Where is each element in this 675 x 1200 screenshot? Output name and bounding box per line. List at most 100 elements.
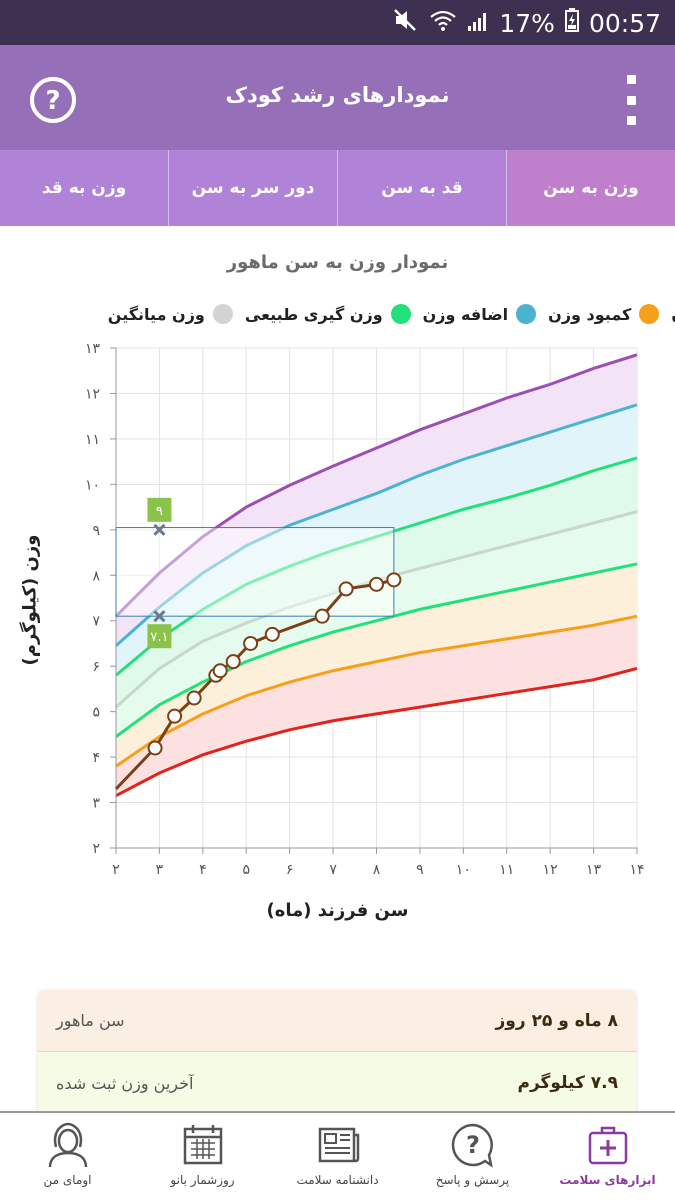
nav-label: دانشنامه سلامت: [296, 1173, 379, 1187]
x-tick-label: ۳: [156, 862, 164, 878]
legend-item-overweight[interactable]: اضافه وزن: [423, 304, 537, 324]
tab-head-for-age[interactable]: دور سر به سن: [168, 150, 337, 226]
percentile-curve: [115, 456, 638, 677]
y-tick-label: ۱۲: [85, 386, 100, 402]
x-tick-label: ۷: [329, 862, 337, 878]
legend-item-underweight[interactable]: کمبود وزن: [548, 304, 660, 324]
target-range-box: [115, 527, 395, 617]
bottom-navigation: ابزارهای سلامت ? پرسش و پاسخ دانشنامه سل…: [0, 1111, 675, 1200]
status-bar: 17% 00:57: [0, 0, 675, 45]
x-axis-label: سن فرزند (ماه): [266, 900, 409, 921]
range-label: ۹: [156, 504, 163, 519]
mute-icon: [393, 8, 419, 38]
battery-icon: [564, 8, 579, 38]
child-weight-point: [314, 608, 330, 624]
legend-dot: [390, 304, 411, 324]
child-weight-point: [186, 690, 202, 706]
x-tick-label: ۹: [416, 862, 424, 878]
y-tick-label: ۱۰: [85, 477, 100, 493]
weight-row: آخرین وزن ثبت شده ۷.۹ کیلوگرم: [38, 1052, 636, 1114]
child-weight-point: [167, 708, 183, 724]
percentile-band: [116, 354, 637, 646]
svg-text:?: ?: [45, 86, 60, 116]
age-label: سن ماهور: [56, 1011, 125, 1030]
app-bar: ? نمودارهای رشد کودک: [0, 45, 675, 150]
x-tick-label: ۱۱: [499, 862, 514, 878]
percentile-curve: [115, 403, 638, 647]
newspaper-icon: [318, 1127, 359, 1163]
woman-avatar-icon: [48, 1122, 87, 1168]
x-tick-label: ۲: [112, 862, 120, 878]
child-weight-point: [386, 572, 402, 588]
y-tick-label: ۶: [92, 659, 100, 675]
x-tick-label: ۴: [199, 862, 207, 878]
tab-height-for-age[interactable]: قد به سن: [337, 150, 506, 226]
legend-label: اضافه وزن: [422, 304, 509, 324]
child-weight-point: [212, 663, 228, 679]
more-vert-icon: [626, 75, 636, 84]
weight-value: ۷.۹ کیلوگرم: [517, 1073, 618, 1093]
tab-weight-for-height[interactable]: وزن به قد: [0, 150, 168, 226]
nav-label: پرسش و پاسخ: [435, 1173, 510, 1187]
x-tick-label: ۶: [286, 862, 294, 878]
nav-label: ابزارهای سلامت: [559, 1173, 656, 1187]
medical-kit-icon: [588, 1126, 627, 1165]
legend-item-normal[interactable]: وزن گیری طبیعی: [245, 304, 411, 324]
y-tick-label: ۹: [92, 523, 100, 539]
percentile-curve: [115, 614, 638, 768]
legend-dot: [639, 304, 660, 324]
legend-dot: [516, 304, 537, 324]
age-row: سن ماهور ۸ ماه و ۲۵ روز: [38, 990, 636, 1052]
wifi-icon: [429, 9, 457, 38]
page-title: نمودارهای رشد کودک: [225, 83, 450, 107]
percentile-curve: [115, 562, 638, 738]
x-tick-label: ۸: [373, 862, 381, 878]
nav-questions[interactable]: ? پرسش و پاسخ: [405, 1113, 540, 1200]
tab-label: وزن به سن: [543, 178, 639, 198]
age-value: ۸ ماه و ۲۵ روز: [495, 1010, 619, 1031]
question-bubble-icon: ?: [451, 1123, 493, 1168]
child-weight-point: [243, 635, 259, 651]
chart-title: نمودار وزن به سن ماهور: [226, 252, 449, 273]
weight-for-age-chart: ۲ ۳ ۴ ۵ ۶ ۷ ۸ ۹ ۱۰ ۱۱ ۱۲ ۱۳ ۱۴ ۲ ۳ ۴ ۵ ۶ ۷ ۸ ۹ ۱۰ ۱۱ ۱۲ ۱۳ ۹ ۷.۱: [85, 341, 645, 878]
percentile-band: [116, 404, 637, 676]
percentile-curve: [115, 667, 638, 798]
y-axis-label: وزن (کیلوگرم): [19, 534, 41, 666]
legend-dot: [212, 304, 233, 324]
status-icons: 17% 00:57: [393, 8, 661, 38]
y-tick-label: ۴: [92, 750, 100, 766]
percentile-band: [116, 563, 637, 767]
nav-calendar[interactable]: روزشمار بانو: [135, 1113, 270, 1200]
y-tick-label: ۲: [92, 841, 100, 857]
child-info-card: سن ماهور ۸ ماه و ۲۵ روز آخرین وزن ثبت شد…: [38, 990, 636, 1114]
help-button[interactable]: ?: [28, 75, 78, 125]
battery-percent: 17%: [499, 8, 555, 38]
percentile-curve: [114, 353, 638, 618]
nav-profile[interactable]: اومای من: [0, 1113, 135, 1200]
weight-label: آخرین وزن ثبت شده: [56, 1073, 194, 1093]
child-weight-point: [338, 581, 354, 597]
y-tick-label: ۳: [92, 796, 100, 812]
legend-item-obese[interactable]: ن: [671, 304, 675, 324]
percentile-band: [116, 511, 637, 737]
nav-label: اومای من: [43, 1173, 92, 1187]
legend-item-average[interactable]: وزن میانگین: [108, 304, 233, 324]
overflow-menu-button[interactable]: [623, 75, 639, 125]
help-circle-icon: ?: [30, 77, 76, 123]
tab-label: دور سر به سن: [191, 178, 315, 198]
tab-label: قد به سن: [381, 178, 463, 198]
child-weight-point: [369, 576, 384, 592]
nav-encyclopedia[interactable]: دانشنامه سلامت: [270, 1113, 405, 1200]
child-weight-point: [225, 654, 241, 670]
status-time: 00:57: [588, 8, 661, 38]
signal-icon: [467, 9, 489, 38]
percentile-band: [116, 458, 637, 708]
x-tick-label: ۱۳: [586, 862, 602, 878]
y-tick-label: ۵: [92, 705, 100, 721]
legend-label: وزن میانگین: [107, 304, 205, 324]
legend-label: کمبود وزن: [548, 304, 632, 324]
range-label-badge: [147, 497, 172, 522]
child-weight-point: [264, 626, 280, 642]
nav-health-tools[interactable]: ابزارهای سلامت: [540, 1113, 675, 1200]
tab-weight-for-age[interactable]: وزن به سن: [506, 150, 675, 226]
